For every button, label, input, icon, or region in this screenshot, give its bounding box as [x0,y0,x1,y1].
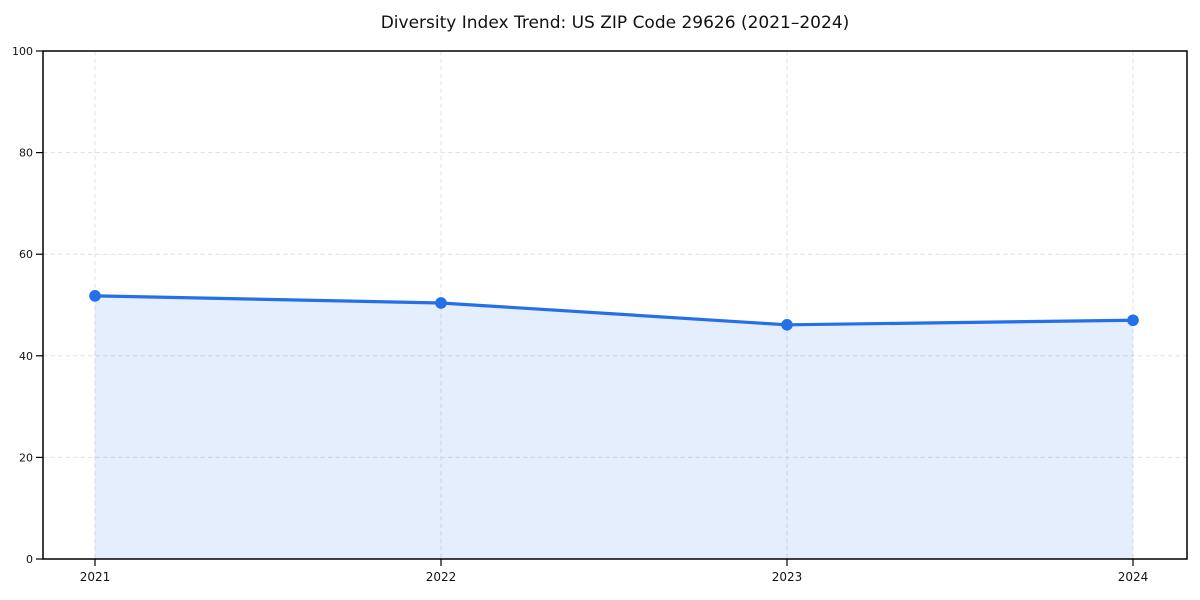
x-tick-label: 2024 [1118,570,1149,584]
y-tick-label: 20 [19,451,33,464]
data-point-2024 [1127,314,1139,327]
x-tick-label: 2021 [80,570,111,584]
y-tick-label: 0 [26,553,33,566]
y-tick-label: 80 [19,147,33,160]
x-tick-label: 2022 [426,570,457,584]
data-point-2021 [89,290,101,302]
trend-line [93,294,1135,327]
area-fill [95,295,1133,559]
y-tick-label: 100 [12,45,33,58]
plot-border [42,50,1188,560]
x-tick-label: 2023 [772,570,803,584]
gridlines [43,51,1187,559]
data-point-2023 [781,319,793,331]
x-axis: 2021 2022 2023 2024 [80,559,1149,584]
data-points [89,290,1139,331]
chart-title: Diversity Index Trend: US ZIP Code 29626… [380,13,850,33]
y-axis: 0 20 40 60 80 100 [12,45,43,566]
data-point-2022 [435,297,447,309]
y-tick-label: 60 [19,248,33,261]
y-tick-label: 40 [19,350,33,363]
